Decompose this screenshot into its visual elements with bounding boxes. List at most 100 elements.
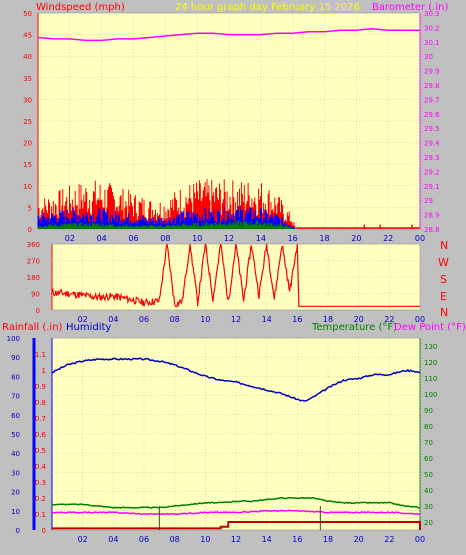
wind-x-tick-label: 20 <box>351 234 361 243</box>
barometer-tick-label: 29.5 <box>424 125 440 133</box>
direction-x-tick-label: 18 <box>323 315 333 324</box>
bottom-x-tick-label: 02 <box>78 535 88 544</box>
direction-tick-label: 180 <box>27 274 40 282</box>
rain-humidity-temp-ticks: 02 04 06 08 10 12 14 16 18 20 22 000102030405060708… <box>7 335 438 544</box>
barometer-tick-label: 29.6 <box>424 111 440 119</box>
bottom-x-tick-label: 00 <box>415 535 425 544</box>
rainfall-tick-label: 0.1 <box>35 511 46 519</box>
rainfall-tick-label: 0.8 <box>35 399 46 407</box>
barometer-tick-label: 30.3 <box>424 10 440 18</box>
temperature-tick-label: 30 <box>424 503 433 511</box>
windspeed-tick-label: 30 <box>23 96 32 104</box>
direction-x-tick-label: 10 <box>200 315 210 324</box>
windspeed-tick-label: 15 <box>23 161 32 169</box>
wind-x-tick-label: 02 <box>65 234 75 243</box>
dew-point-title: Dew Point (°F) <box>394 322 466 333</box>
wind-direction-line <box>51 243 420 308</box>
barometer-tick-label: 29.9 <box>424 68 440 76</box>
bottom-x-tick-label: 18 <box>323 535 333 544</box>
compass-label-w: W <box>438 256 449 269</box>
bottom-x-tick-label: 20 <box>354 535 364 544</box>
direction-x-tick-label: 06 <box>139 315 149 324</box>
rainfall-tick-label: 0.5 <box>35 447 46 455</box>
barometer-tick-label: 30.2 <box>424 24 440 32</box>
rainfall-tick-label: 0.3 <box>35 479 46 487</box>
wind-baro-ticks: 02 04 06 08 10 12 14 16 18 20 22 000510152025303540… <box>23 10 440 243</box>
windspeed-tick-label: 25 <box>23 118 32 126</box>
temperature-tick-label: 80 <box>424 423 433 431</box>
wind-x-tick-label: 16 <box>288 234 298 243</box>
bottom-x-tick-label: 10 <box>200 535 210 544</box>
barometer-tick-label: 29.2 <box>424 168 440 176</box>
wind-x-tick-label: 14 <box>256 234 266 243</box>
barometer-tick-label: 29.4 <box>424 140 440 148</box>
bottom-x-tick-label: 22 <box>384 535 394 544</box>
humidity-tick-label: 70 <box>11 393 20 401</box>
bottom-x-tick-label: 14 <box>262 535 272 544</box>
barometer-tick-label: 30.1 <box>424 39 440 47</box>
temperature-tick-label: 20 <box>424 519 433 527</box>
rainfall-tick-label: 0.7 <box>35 415 46 423</box>
direction-grid <box>52 243 421 311</box>
humidity-tick-label: 30 <box>11 469 20 477</box>
windspeed-tick-label: 20 <box>23 140 32 148</box>
barometer-tick-label: 28.8 <box>424 226 440 234</box>
temperature-tick-label: 130 <box>424 343 437 351</box>
rainfall-tick-label: 1.1 <box>35 351 46 359</box>
rainfall-tick-label: 0.6 <box>35 431 47 439</box>
compass-label-n-top: N <box>440 239 448 252</box>
barometer-tick-label: 29.8 <box>424 82 440 90</box>
graph-date-title: 24 hour graph day February 15 2026 <box>175 2 360 13</box>
bottom-x-tick-label: 06 <box>139 535 149 544</box>
direction-marks <box>51 243 420 308</box>
temperature-tick-label: 120 <box>424 359 437 367</box>
humidity-tick-label: 40 <box>11 450 20 458</box>
windspeed-title: Windspeed (mph) <box>36 2 125 13</box>
wind-x-tick-label: 10 <box>192 234 202 243</box>
barometer-tick-label: 29.3 <box>424 154 440 162</box>
humidity-line <box>51 357 421 402</box>
direction-x-tick-label: 02 <box>78 315 88 324</box>
rainfall-tick-label: 0.9 <box>35 383 46 391</box>
direction-x-tick-label: 22 <box>384 315 394 324</box>
compass-label-n-bottom: N <box>440 306 448 319</box>
wind-x-tick-label: 04 <box>97 234 107 243</box>
compass-label-s: S <box>440 273 447 286</box>
direction-x-tick-label: 00 <box>415 315 425 324</box>
rainfall-line <box>52 521 421 530</box>
compass-label-e: E <box>440 290 447 303</box>
direction-tick-label: 360 <box>27 241 40 249</box>
temperature-tick-label: 100 <box>424 391 437 399</box>
direction-x-tick-label: 14 <box>262 315 272 324</box>
temperature-tick-label: 50 <box>424 471 433 479</box>
barometer-line <box>37 28 420 42</box>
temperature-tick-label: 90 <box>424 407 433 415</box>
humidity-tick-label: 60 <box>11 412 20 420</box>
rain-humidity-temp-marks <box>51 357 421 530</box>
humidity-title: Humidity <box>66 322 111 333</box>
humidity-tick-label: 0 <box>16 527 20 535</box>
windspeed-tick-label: 35 <box>23 75 32 83</box>
windspeed-tick-label: 10 <box>23 183 32 191</box>
barometer-tick-label: 29.7 <box>424 96 440 104</box>
direction-x-tick-label: 16 <box>292 315 302 324</box>
wind-x-tick-label: 18 <box>319 234 329 243</box>
wind-x-tick-label: 22 <box>383 234 393 243</box>
dew-point-line <box>51 509 421 516</box>
rainfall-tick-label: 0 <box>42 527 46 535</box>
wind-x-tick-label: 00 <box>415 234 425 243</box>
direction-tick-label: 270 <box>27 258 40 266</box>
windspeed-tick-label: 40 <box>23 53 32 61</box>
direction-tick-label: 90 <box>31 291 40 299</box>
humidity-tick-label: 80 <box>11 373 20 381</box>
humidity-tick-label: 90 <box>11 354 20 362</box>
barometer-tick-label: 30 <box>424 53 433 61</box>
bottom-x-tick-label: 08 <box>170 535 180 544</box>
bottom-x-tick-label: 16 <box>292 535 302 544</box>
direction-x-tick-label: 08 <box>170 315 180 324</box>
direction-tick-label: 0 <box>36 307 40 315</box>
temperature-title: Temperature (°F) <box>311 322 397 333</box>
barometer-title: Barometer (.in) <box>372 2 448 13</box>
humidity-tick-label: 20 <box>11 489 20 497</box>
